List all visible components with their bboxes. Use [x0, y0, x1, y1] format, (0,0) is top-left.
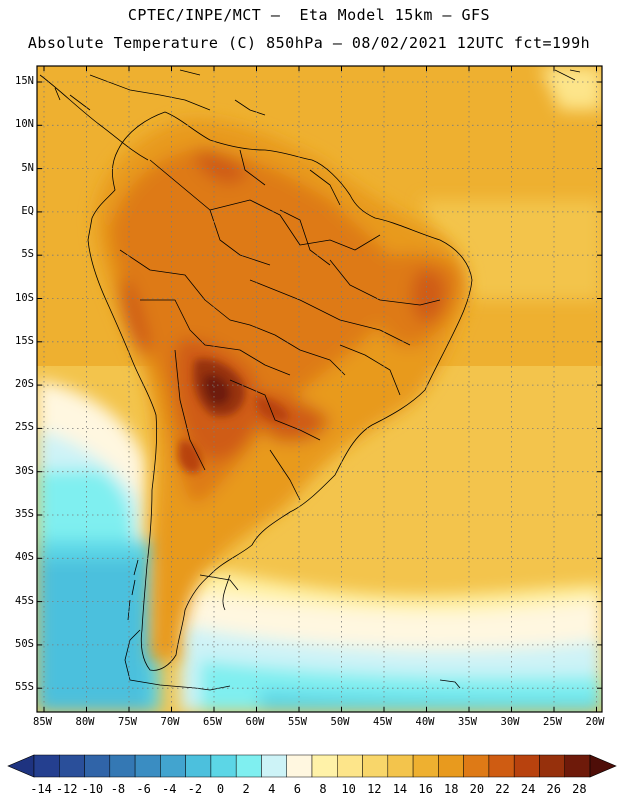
lat-label: 50S — [15, 637, 34, 650]
colorbar-tick-label: 28 — [572, 782, 587, 796]
colorbar-over-arrow — [589, 754, 617, 778]
colorbar-swatch — [438, 754, 464, 778]
colorbar-under-arrow — [7, 754, 35, 778]
colorbar-tick-label: -2 — [187, 782, 203, 796]
colorbar-swatch — [134, 754, 161, 778]
colorbar-tick-label: -12 — [55, 782, 78, 796]
colorbar-swatch — [387, 754, 414, 778]
lat-label: 15N — [15, 75, 34, 87]
lat-label: 20S — [15, 378, 34, 391]
lon-label: 50W — [330, 716, 350, 728]
colorbar-tick-label: 8 — [319, 782, 327, 796]
axis-ticks — [37, 66, 602, 712]
colorbar-swatch — [564, 754, 591, 778]
colorbar-tick-label: 26 — [546, 782, 561, 796]
colorbar-tick-label: 20 — [469, 782, 485, 796]
coastlines — [39, 69, 581, 691]
map-subtitle: Absolute Temperature (C) 850hPa – 08/02/… — [27, 34, 591, 52]
colorbar-swatch — [235, 754, 262, 778]
lat-label: 5N — [21, 161, 34, 174]
lon-label: 80W — [75, 716, 95, 728]
colorbar-swatch — [311, 754, 338, 778]
lat-label: 45S — [15, 594, 34, 607]
lon-label: 55W — [288, 716, 307, 728]
colorbar-swatch — [109, 754, 136, 778]
lon-label: 35W — [458, 716, 477, 728]
colorbar-tick-label: 16 — [418, 782, 433, 796]
lat-label: 55S — [15, 681, 34, 694]
colorbar-tick-label: 6 — [293, 782, 301, 796]
lat-label: 10S — [15, 291, 34, 304]
colorbar-swatch — [160, 754, 186, 778]
colorbar-swatch — [210, 754, 237, 778]
colorbar-tick-label: -6 — [136, 782, 151, 796]
lon-label: 45W — [373, 716, 392, 728]
lon-label: 20W — [585, 716, 605, 728]
colorbar-swatch — [185, 754, 212, 778]
lat-label: EQ — [21, 204, 34, 217]
lon-label: 30W — [500, 716, 520, 728]
map-title: CPTEC/INPE/MCT – Eta Model 15km – GFS — [127, 6, 491, 24]
lon-label: 85W — [33, 716, 52, 728]
colorbar-tick-label: 0 — [216, 782, 225, 796]
map-frame — [36, 65, 603, 713]
colorbar-swatch — [513, 754, 540, 778]
colorbar-tick-label: -8 — [110, 782, 126, 796]
lon-label: 25W — [543, 716, 562, 728]
colorbar-tick-label: 22 — [495, 782, 510, 796]
lat-label: 40S — [15, 551, 34, 564]
colorbar — [7, 754, 617, 778]
lat-label: 35S — [15, 508, 34, 520]
colorbar-tick-label: 24 — [520, 782, 536, 796]
temperature-field — [37, 66, 602, 712]
colorbar-swatch — [362, 754, 389, 778]
colorbar-tick-label: -14 — [30, 782, 52, 796]
colorbar-tick-label: 10 — [341, 782, 356, 796]
colorbar-tick-label: 14 — [392, 782, 408, 796]
lon-label: 75W — [118, 716, 137, 728]
lat-label: 30S — [15, 464, 34, 477]
lat-label: 5S — [21, 248, 34, 261]
colorbar-swatch — [463, 754, 490, 778]
colorbar-swatch — [539, 754, 565, 778]
colorbar-tick-label: -4 — [161, 782, 177, 796]
colorbar-swatch — [337, 754, 363, 778]
graticule — [37, 66, 602, 712]
colorbar-swatch — [261, 754, 287, 778]
colorbar-tick-label: -10 — [81, 782, 104, 796]
colorbar-swatch — [286, 754, 313, 778]
colorbar-swatch — [59, 754, 85, 778]
lon-label: 70W — [160, 716, 180, 728]
colorbar-swatch — [84, 754, 111, 778]
colorbar-swatch — [33, 754, 60, 778]
lon-label: 60W — [245, 716, 265, 728]
colorbar-swatch — [488, 754, 515, 778]
colorbar-tick-label: 18 — [443, 782, 459, 796]
colorbar-tick-label: 4 — [268, 782, 276, 796]
colorbar-tick-label: 2 — [242, 782, 250, 796]
lat-label: 15S — [15, 334, 34, 347]
colorbar-swatch — [412, 754, 439, 778]
lon-label: 65W — [203, 716, 222, 728]
lat-label: 25S — [15, 421, 34, 434]
lon-label: 40W — [415, 716, 435, 728]
colorbar-tick-label: 12 — [367, 782, 382, 796]
lat-label: 10N — [15, 118, 34, 131]
